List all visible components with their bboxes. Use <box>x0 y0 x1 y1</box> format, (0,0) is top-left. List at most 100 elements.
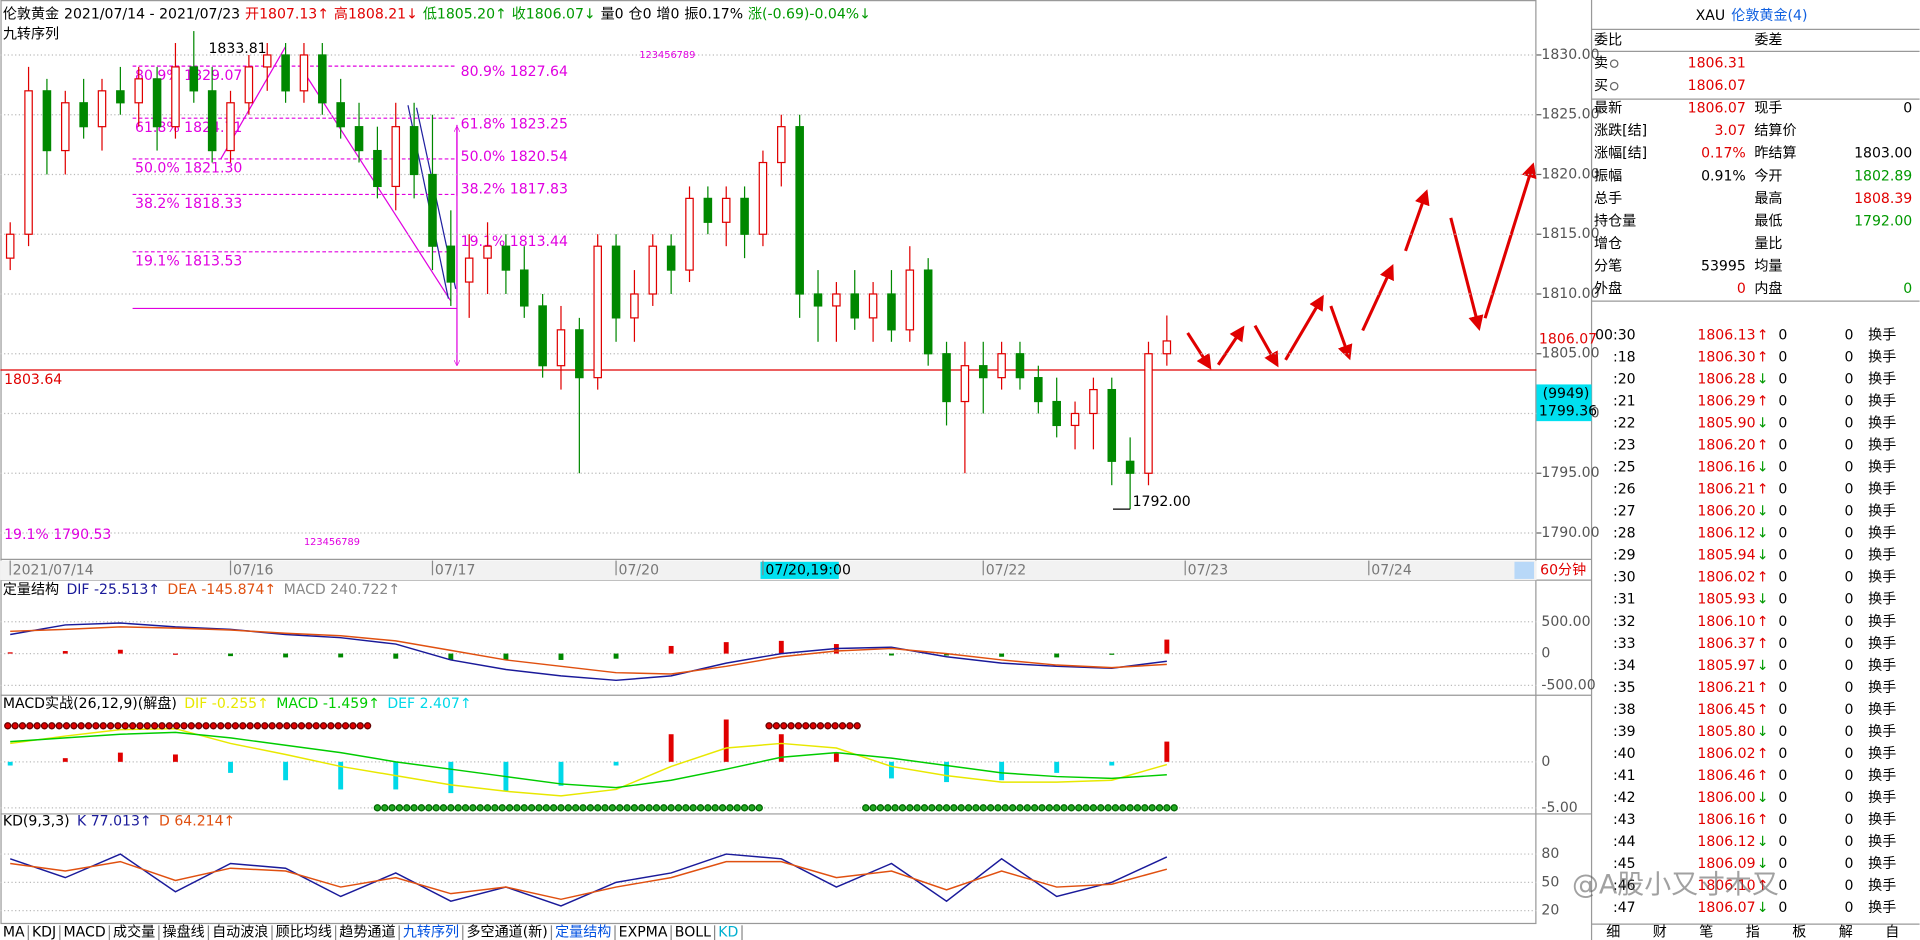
fib-label: 38.2% 1817.83 <box>461 181 568 197</box>
tick-price: 1805.90 <box>1697 415 1755 431</box>
quote-symbol: XAU <box>1696 8 1726 24</box>
tick-time: :31 <box>1613 592 1636 608</box>
signal-dot <box>579 804 587 812</box>
signal-dot <box>99 722 107 730</box>
tick-time: :35 <box>1613 680 1636 696</box>
hist-bar <box>338 653 344 658</box>
side-tab[interactable]: 细 <box>1606 925 1620 940</box>
y-tick-label: 0 <box>1541 754 1550 770</box>
quote-key: 最低 <box>1754 213 1782 229</box>
tick-price: 1806.09 <box>1697 856 1755 872</box>
tab[interactable]: 成交量 <box>113 924 155 940</box>
tick-time: :29 <box>1613 548 1636 564</box>
signal-dot <box>920 804 929 812</box>
tick-price: 1806.10 <box>1697 878 1755 894</box>
candle-body <box>942 353 951 403</box>
tick-arrow: ↓ <box>1757 371 1769 387</box>
tick-volume: 0 <box>1778 834 1787 850</box>
tab[interactable]: 定量结构 <box>555 925 611 940</box>
hist-bar <box>999 653 1005 657</box>
tab[interactable]: 多空通道(新) <box>466 924 547 940</box>
signal-dot <box>77 722 85 730</box>
tab[interactable]: MA <box>3 925 25 940</box>
hist-bar <box>228 653 233 657</box>
tick-type: 换手 <box>1868 701 1896 718</box>
y-tick-label: 1790.00 <box>1541 525 1599 541</box>
date-cursor <box>760 561 839 579</box>
candle-body <box>923 269 933 355</box>
tick-arrow: ↑ <box>1757 768 1769 784</box>
quote-key: 增仓 <box>1594 236 1622 252</box>
signal-dot <box>891 804 899 812</box>
legend-entry: DIF -0.255↑ <box>184 696 269 712</box>
tab[interactable]: 顾比均线 <box>276 925 332 940</box>
tick-type: 换手 <box>1868 789 1896 806</box>
candle-body <box>79 102 88 128</box>
signal-dot <box>1001 804 1009 812</box>
signal-dot <box>816 722 825 730</box>
signal-dot <box>283 722 291 730</box>
side-tab[interactable]: 板 <box>1792 925 1806 940</box>
tab[interactable]: EXPMA <box>619 925 668 940</box>
tab[interactable]: 九转序列 <box>403 925 459 940</box>
panel-title: 定量结构 <box>3 582 59 598</box>
tab[interactable]: MACD <box>64 925 106 940</box>
hist-bar <box>944 653 949 656</box>
tick-count: 0 <box>1845 548 1854 564</box>
signal-dot <box>33 722 41 730</box>
tab[interactable]: 操盘线 <box>163 924 205 940</box>
side-tab[interactable]: 指 <box>1746 925 1760 940</box>
signal-dot <box>950 804 958 812</box>
signal-dot <box>520 804 528 812</box>
tick-type: 换手 <box>1868 723 1896 740</box>
tick-volume: 0 <box>1778 327 1787 343</box>
signal-dot <box>432 804 440 812</box>
tick-volume: 0 <box>1778 592 1787 608</box>
tab[interactable]: 趋势通道 <box>339 925 395 940</box>
legend-entry: MACD 240.722↑ <box>284 582 401 598</box>
tick-arrow: ↑ <box>1757 327 1769 343</box>
tick-type: 换手 <box>1868 481 1896 498</box>
side-tab[interactable]: 解 <box>1839 925 1853 940</box>
tick-type: 换手 <box>1868 370 1896 387</box>
candle-body <box>593 245 602 379</box>
signal-dot <box>18 722 27 730</box>
y-tick-label: 50 <box>1541 874 1559 890</box>
tick-count: 0 <box>1845 327 1854 343</box>
tab[interactable]: KD <box>718 925 738 940</box>
tick-price: 1806.21 <box>1697 680 1755 696</box>
signal-dot <box>381 804 389 812</box>
side-tab[interactable]: 笔 <box>1699 925 1713 940</box>
quote-key: 结算价 <box>1754 123 1796 139</box>
candle-body <box>1089 388 1098 415</box>
tick-price: 1805.93 <box>1697 592 1755 608</box>
side-tab[interactable]: 自 <box>1885 925 1899 940</box>
signal-dot <box>876 804 885 812</box>
candle-body <box>446 245 456 283</box>
tab[interactable]: KDJ <box>32 925 56 940</box>
side-tab[interactable]: 财 <box>1653 925 1667 940</box>
signal-dot <box>1023 804 1031 812</box>
hist-bar <box>7 652 13 654</box>
tick-price: 1806.28 <box>1697 371 1755 387</box>
tick-price: 1806.46 <box>1697 768 1755 784</box>
candle-body <box>97 90 107 128</box>
candle-body <box>1125 460 1135 474</box>
x-tick-label: 07/22 <box>986 562 1027 578</box>
candle-body <box>850 293 860 319</box>
candle-body <box>740 197 749 235</box>
tab[interactable]: 自动波浪 <box>212 925 268 940</box>
signal-dot <box>1133 804 1142 812</box>
fib-label: 38.2% 1818.33 <box>135 196 242 212</box>
signal-dot <box>862 804 870 812</box>
hist-bar <box>999 761 1005 781</box>
x-tick-label: 07/23 <box>1188 562 1229 578</box>
period-box <box>1514 561 1535 579</box>
tab[interactable]: BOLL <box>675 925 711 940</box>
hist-bar <box>117 752 123 762</box>
header-field: 开1807.13↑ <box>245 7 329 23</box>
signal-dot <box>772 722 781 730</box>
hist-bar <box>944 761 949 783</box>
signal-dot <box>557 804 565 812</box>
